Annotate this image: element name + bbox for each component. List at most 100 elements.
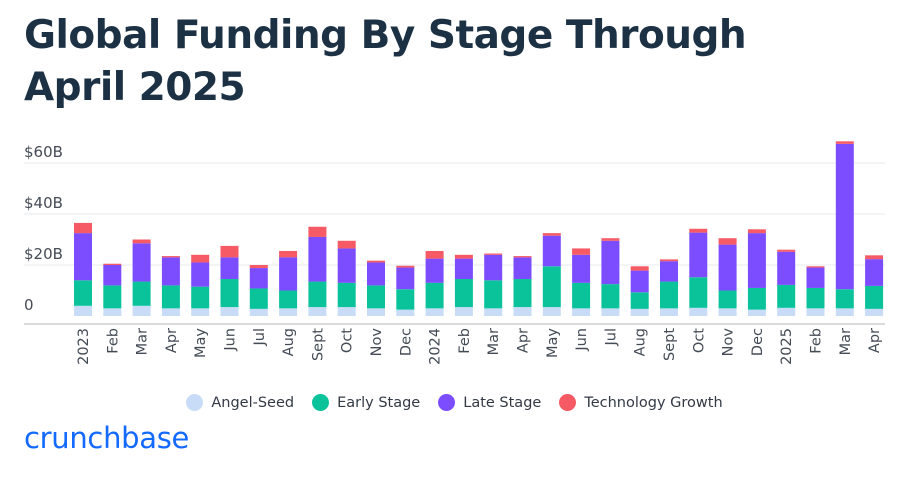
bar-segment-late-stage <box>865 259 884 286</box>
x-tick-label: Mar <box>486 328 502 355</box>
bar-segment-early-stage <box>484 280 503 309</box>
bar-segment-angel-seed <box>660 308 678 316</box>
bar-segment-angel-seed <box>630 308 649 316</box>
bar-segment-technology-growth <box>396 265 415 268</box>
bar-segment-late-stage <box>454 258 473 280</box>
bar-segment-angel-seed <box>367 308 385 316</box>
x-tick-label: Aug <box>281 328 297 356</box>
bar-segment-technology-growth <box>572 248 591 255</box>
legend-swatch-early-stage <box>312 394 330 411</box>
bar-segment-early-stage <box>660 281 678 309</box>
bar-segment-technology-growth <box>367 260 385 263</box>
legend-label-early-stage: Early Stage <box>337 394 421 411</box>
bar-segment-late-stage <box>777 251 796 285</box>
bar-segment-late-stage <box>249 268 268 289</box>
bar-segment-angel-seed <box>74 305 92 316</box>
bar-segment-angel-seed <box>806 308 825 316</box>
bar-segment-angel-seed <box>601 308 620 316</box>
bar-segment-late-stage <box>660 261 678 282</box>
bar-segment-late-stage <box>367 262 385 286</box>
bar-segment-late-stage <box>279 257 298 291</box>
bar-segment-early-stage <box>835 289 854 309</box>
chart-legend: Angel-Seed Early Stage Late Stage Techno… <box>0 394 909 411</box>
bar-segment-early-stage <box>249 288 268 309</box>
bar-segment-technology-growth <box>806 266 825 268</box>
bar-segment-late-stage <box>74 233 92 281</box>
legend-item-technology-growth[interactable]: Technology Growth <box>559 394 723 411</box>
bar-segment-technology-growth <box>425 250 444 259</box>
bar-segment-angel-seed <box>689 307 708 316</box>
bar-segment-technology-growth <box>484 253 503 255</box>
bar-segment-technology-growth <box>630 266 649 271</box>
x-tick-label: Aug <box>633 328 649 356</box>
bar-segment-technology-growth <box>835 141 854 144</box>
x-tick-label: 2024 <box>428 328 444 365</box>
legend-item-early-stage[interactable]: Early Stage <box>312 394 420 411</box>
x-tick-label: May <box>545 328 561 358</box>
bar-segment-angel-seed <box>103 308 122 316</box>
bar-segment-technology-growth <box>308 226 327 237</box>
legend-item-late-stage[interactable]: Late Stage <box>438 394 541 411</box>
x-tick-label: 2025 <box>779 328 795 365</box>
x-tick-label: Nov <box>721 328 737 357</box>
x-tick-label: Jun <box>223 328 239 352</box>
bar-segment-angel-seed <box>718 308 737 316</box>
x-tick-label: Mar <box>838 328 854 355</box>
bar-segment-technology-growth <box>718 238 737 245</box>
crunchbase-logo: crunchbase <box>24 421 190 455</box>
bar-segment-late-stage <box>513 257 532 280</box>
x-tick-label: Feb <box>105 328 121 354</box>
legend-swatch-technology-growth <box>559 394 577 411</box>
legend-label-technology-growth: Technology Growth <box>584 394 723 411</box>
bar-segment-late-stage <box>396 267 415 290</box>
bar-segment-technology-growth <box>454 254 473 259</box>
x-tick-label: Jul <box>252 328 268 347</box>
y-tick-label: $20B <box>24 245 63 263</box>
bar-segment-angel-seed <box>425 308 444 316</box>
bar-segment-angel-seed <box>484 308 503 316</box>
bar-segment-late-stage <box>630 270 649 293</box>
bar-segment-angel-seed <box>132 305 151 316</box>
bar-segment-late-stage <box>572 254 591 283</box>
legend-item-angel-seed[interactable]: Angel-Seed <box>186 394 294 411</box>
legend-label-late-stage: Late Stage <box>463 394 542 411</box>
bar-segment-late-stage <box>161 257 180 286</box>
bar-segment-late-stage <box>308 236 327 282</box>
bar-segment-early-stage <box>630 292 649 309</box>
bar-segment-technology-growth <box>161 256 180 258</box>
bar-segment-early-stage <box>542 266 561 308</box>
bar-segment-technology-growth <box>249 265 268 269</box>
bar-segment-angel-seed <box>279 308 298 316</box>
bar-segment-late-stage <box>689 232 708 278</box>
bar-segment-early-stage <box>308 281 327 308</box>
x-tick-label: Nov <box>369 328 385 357</box>
bar-segment-early-stage <box>806 287 825 309</box>
bar-segment-early-stage <box>337 282 356 308</box>
bar-segment-angel-seed <box>161 308 180 316</box>
bar-segment-technology-growth <box>865 255 884 260</box>
bar-segment-early-stage <box>777 284 796 308</box>
bar-segment-early-stage <box>601 284 620 309</box>
bar-segment-angel-seed <box>308 307 327 316</box>
bar-segment-late-stage <box>747 233 766 288</box>
bar-segment-angel-seed <box>396 309 415 316</box>
bar-segment-angel-seed <box>513 307 532 316</box>
bar-segment-angel-seed <box>454 307 473 316</box>
x-tick-label: Feb <box>457 328 473 354</box>
bar-segment-early-stage <box>747 287 766 310</box>
x-tick-label: Sept <box>662 328 678 361</box>
bar-segment-angel-seed <box>191 308 210 316</box>
bar-segment-early-stage <box>279 290 298 309</box>
bar-segment-early-stage <box>220 279 239 308</box>
x-tick-label: Mar <box>135 328 151 355</box>
bar-segment-angel-seed <box>249 308 268 316</box>
legend-label-angel-seed: Angel-Seed <box>211 394 295 411</box>
bar-segment-angel-seed <box>777 307 796 316</box>
bar-segment-late-stage <box>103 265 122 286</box>
bar-segment-technology-growth <box>279 250 298 258</box>
bar-segment-technology-growth <box>601 238 620 241</box>
bar-segment-early-stage <box>74 280 92 306</box>
stacked-bar-chart: 0 $20B $40B $60B 2023 Feb Mar Apr May Jun Jul Aug Se… <box>24 141 885 365</box>
bar-segment-early-stage <box>689 277 708 308</box>
bar-segment-early-stage <box>572 282 591 309</box>
